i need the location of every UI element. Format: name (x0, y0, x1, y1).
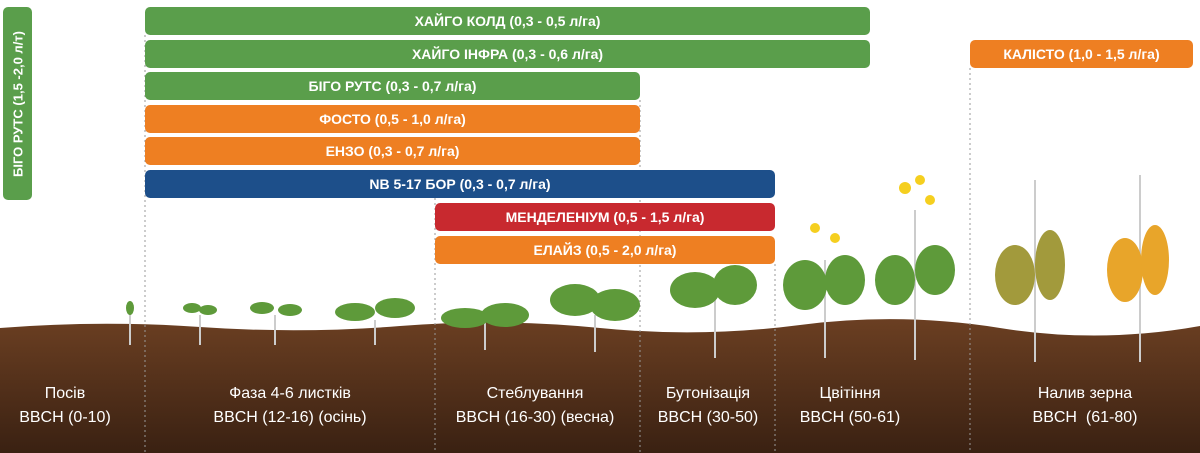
stage-label: Цвітіння BBCH (50-61) (750, 382, 950, 430)
stage-label: Фаза 4-6 листків BBCH (12-16) (осінь) (190, 382, 390, 430)
product-bar: БІГО РУТС (0,3 - 0,7 л/га) (145, 72, 640, 100)
stage-label: Стеблування BBCH (16-30) (весна) (435, 382, 635, 430)
stage-code: BBCH (0-10) (19, 409, 111, 426)
stage-code: BBCH (16-30) (весна) (455, 409, 615, 426)
seed-treatment-bar: БІГО РУТС (1,5 -2,0 л/т) (3, 7, 32, 200)
stage-name: Цвітіння (819, 385, 881, 402)
stage-name: Посів (44, 385, 86, 402)
product-bar: ХАЙГО КОЛД (0,3 - 0,5 л/га) (145, 7, 870, 35)
product-bar: ХАЙГО ІНФРА (0,3 - 0,6 л/га) (145, 40, 870, 68)
stage-code: BBCH (12-16) (осінь) (213, 409, 367, 426)
product-bar: NB 5-17 БОР (0,3 - 0,7 л/га) (145, 170, 775, 198)
plants (126, 175, 1169, 362)
stage-label: Посів BBCH (0-10) (0, 382, 165, 430)
stage-label: Налив зерна BBCH (61-80) (985, 382, 1185, 430)
product-bar: МЕНДЕЛЕНІУМ (0,5 - 1,5 л/га) (435, 203, 775, 231)
stage-name: Бутонізація (665, 385, 751, 402)
product-bar: КАЛІСТО (1,0 - 1,5 л/га) (970, 40, 1193, 68)
stage-name: Налив зерна (1037, 385, 1133, 402)
stage-label: Бутонізація BBCH (30-50) (608, 382, 808, 430)
product-bar: ФОСТО (0,5 - 1,0 л/га) (145, 105, 640, 133)
stage-code: BBCH (61-80) (1032, 409, 1138, 426)
stage-name: Фаза 4-6 листків (229, 385, 351, 402)
product-bar: ЕНЗО (0,3 - 0,7 л/га) (145, 137, 640, 165)
bar-label: БІГО РУТС (1,5 -2,0 л/т) (10, 30, 25, 177)
stage-code: BBCH (50-61) (799, 409, 901, 426)
stage-code: BBCH (30-50) (657, 409, 759, 426)
soil (0, 319, 1200, 453)
product-bar: ЕЛАЙЗ (0,5 - 2,0 л/га) (435, 236, 775, 264)
stage-name: Стеблування (486, 385, 584, 402)
stage-dividers (144, 35, 971, 453)
